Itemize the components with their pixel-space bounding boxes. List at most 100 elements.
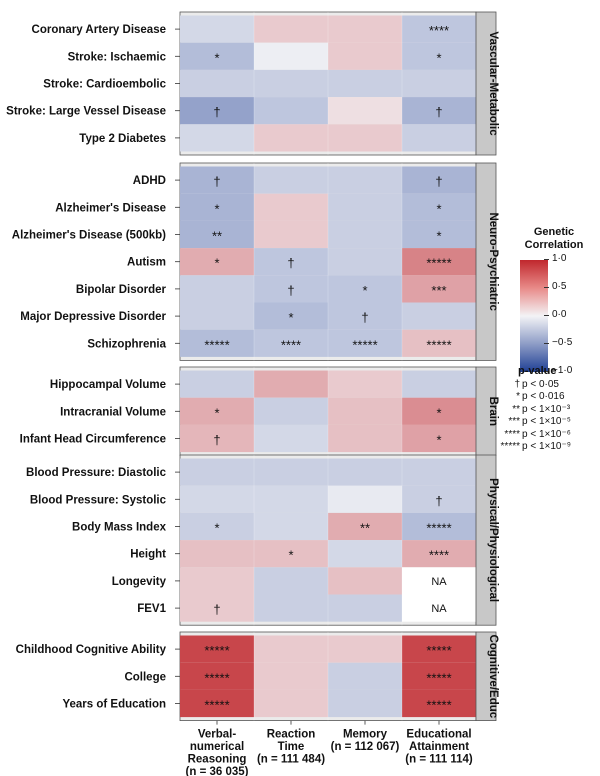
heatmap-cell	[402, 302, 476, 330]
heatmap-cell	[180, 302, 254, 330]
significance-mark: *	[436, 405, 441, 420]
column-label: Reasoning	[188, 754, 247, 766]
heatmap-cell	[328, 15, 402, 43]
heatmap-cell	[402, 485, 476, 513]
pvalue-symbol: *	[516, 391, 520, 403]
heatmap-cell	[328, 485, 402, 513]
heatmap-cell	[402, 275, 476, 303]
heatmap-cell	[254, 540, 328, 568]
heatmap-cell	[402, 15, 476, 43]
heatmap-cell	[328, 42, 402, 70]
row-label: Stroke: Cardioembolic	[43, 79, 166, 91]
heatmap-cell	[328, 248, 402, 276]
pvalue-text: p < 1×10⁻³	[522, 403, 571, 415]
row-label: Bipolar Disorder	[76, 284, 167, 296]
heatmap-cell	[402, 635, 476, 663]
row-label: Stroke: Ischaemic	[68, 51, 167, 63]
heatmap-cell	[402, 193, 476, 221]
heatmap-cell	[254, 635, 328, 663]
significance-mark: *****	[204, 698, 229, 713]
heatmap-cell	[328, 166, 402, 194]
legend-tick: −0·5	[543, 337, 573, 348]
pvalue-text: p < 0·016	[522, 391, 565, 403]
pvalue-entry: * p < 0·016	[480, 391, 600, 403]
heatmap-cell	[180, 166, 254, 194]
significance-mark: *	[214, 201, 219, 216]
significance-mark: **	[360, 521, 370, 536]
heatmap-cell	[254, 193, 328, 221]
significance-mark: NA	[431, 603, 447, 615]
column-sample-size: (n = 112 067)	[331, 741, 400, 753]
facet-strip	[475, 11, 497, 156]
heatmap-cell	[402, 370, 476, 398]
row-label: Longevity	[112, 576, 167, 588]
heatmap-cell	[328, 275, 402, 303]
significance-mark: *****	[426, 670, 451, 685]
heatmap-cell	[402, 248, 476, 276]
heatmap-cell	[328, 567, 402, 595]
heatmap-cell	[328, 635, 402, 663]
heatmap-cell	[254, 15, 328, 43]
row-label: Major Depressive Disorder	[20, 311, 166, 323]
heatmap-cell	[180, 485, 254, 513]
pvalue-entry: ***** p < 1×10⁻⁹	[480, 441, 600, 453]
heatmap-cell	[402, 166, 476, 194]
heatmap-cell	[402, 540, 476, 568]
heatmap-cell	[328, 97, 402, 125]
heatmap-cell	[328, 69, 402, 98]
significance-mark: *	[214, 405, 219, 420]
heatmap-cell	[254, 166, 328, 194]
row-label: Stroke: Large Vessel Disease	[6, 106, 166, 118]
significance-mark: ****	[429, 23, 449, 38]
significance-mark: *	[214, 50, 219, 65]
heatmap-cell	[328, 424, 402, 453]
pvalue-symbol: *****	[500, 440, 520, 452]
significance-mark: *	[436, 433, 441, 448]
column-sample-size: (n = 36 035)	[186, 766, 249, 776]
pvalue-legend-title: p-value	[518, 365, 557, 377]
facet-label: Cognitive/Educ	[487, 634, 499, 718]
heatmap-cell	[328, 370, 402, 398]
heatmap-cell	[180, 635, 254, 663]
heatmap-cell	[180, 662, 254, 690]
column-label: Educational	[406, 729, 471, 741]
significance-mark: *	[288, 310, 293, 325]
significance-mark: †	[287, 256, 294, 271]
heatmap-cell	[180, 15, 254, 43]
row-label: Body Mass Index	[72, 522, 167, 534]
heatmap-cell	[254, 220, 328, 249]
significance-mark: NA	[431, 576, 447, 588]
significance-mark: *	[436, 201, 441, 216]
heatmap-cell	[180, 540, 254, 568]
column-sample-size: (n = 111 484)	[257, 754, 325, 766]
pvalue-entry: † p < 0·05	[480, 379, 600, 391]
facet-strip	[475, 631, 497, 721]
column-label: numerical	[190, 741, 244, 753]
significance-mark: †	[287, 283, 294, 298]
heatmap-cell	[254, 485, 328, 513]
facet-label: Brain	[487, 397, 499, 426]
row-label: Intracranial Volume	[60, 406, 166, 418]
legend-tick: 1·0	[543, 253, 567, 264]
heatmap-cell	[328, 512, 402, 541]
pvalue-entry: **** p < 1×10⁻⁶	[480, 429, 600, 441]
heatmap-cell	[328, 594, 402, 622]
heatmap-cell	[254, 512, 328, 541]
heatmap-cell	[180, 397, 254, 425]
significance-mark: *****	[426, 643, 451, 658]
heatmap-cell	[254, 662, 328, 690]
heatmap-cell	[180, 42, 254, 70]
significance-mark: *	[214, 256, 219, 271]
heatmap-cell	[180, 329, 254, 357]
column-label: Verbal-	[198, 729, 237, 741]
row-label: Blood Pressure: Systolic	[30, 494, 167, 506]
significance-mark: *****	[426, 698, 451, 713]
pvalue-text: p < 0·05	[522, 379, 559, 390]
row-label: ADHD	[133, 175, 166, 187]
pvalue-text: p < 1×10⁻⁹	[522, 440, 572, 452]
heatmap-cell	[328, 689, 402, 718]
heatmap-cell	[254, 458, 328, 486]
heatmap-cell	[180, 370, 254, 398]
significance-mark: †	[213, 433, 220, 448]
facet-label: Vascular-Metabolic	[487, 31, 499, 136]
